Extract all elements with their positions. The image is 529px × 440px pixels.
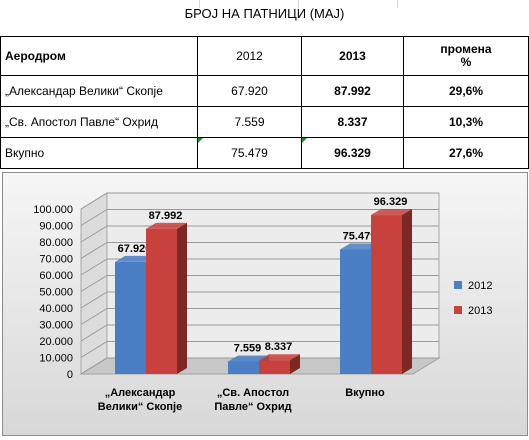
gridline — [80, 258, 439, 276]
legend-swatch — [454, 306, 462, 314]
table-row: „Св. Апостол Павле“ Охрид 7.559 8.337 10… — [0, 106, 529, 138]
data-label: 8.337 — [265, 341, 293, 353]
data-label: 67.920 — [118, 243, 152, 255]
airport-cell[interactable]: Вкупно — [0, 137, 198, 169]
category-label: „Св. Апостол — [217, 387, 289, 399]
header-airport[interactable]: Аеродром — [0, 36, 198, 76]
data-label: 7.559 — [234, 343, 262, 355]
table-header-row: Аеродром 2012 2013 промена % — [0, 36, 529, 76]
bar-side — [177, 222, 187, 374]
gridline — [80, 291, 439, 309]
legend-swatch — [454, 281, 462, 289]
table-row: Вкупно 75.479 96.329 27,6% — [0, 137, 529, 169]
gridline — [80, 308, 439, 325]
gridline — [80, 225, 439, 243]
y-tick-label: 0 — [67, 369, 73, 381]
chart-area[interactable]: 0 10.000 20.000 30.000 40.000 50.000 60.000 70.… — [2, 172, 528, 436]
legend-label: 2012 — [468, 280, 492, 292]
data-label: 75.479 — [343, 230, 377, 242]
y-tick-label: 30.000 — [39, 320, 73, 332]
bar — [146, 228, 177, 374]
bar-side — [290, 354, 300, 374]
value-2012-cell[interactable]: 75.479 — [197, 137, 302, 169]
y-tick-label: 60.000 — [39, 270, 73, 282]
change-cell[interactable]: 27,6% — [403, 137, 529, 169]
airport-cell[interactable]: „Александар Велики“ Скопје — [0, 75, 198, 107]
y-tick-label: 50.000 — [39, 287, 73, 299]
bar — [340, 249, 371, 374]
gridline — [80, 324, 439, 342]
bar-top — [146, 222, 187, 229]
y-tick-label: 90.000 — [39, 221, 73, 233]
bar — [115, 261, 146, 374]
passenger-table: Аеродром 2012 2013 промена % „Александар… — [0, 36, 529, 169]
gridline — [80, 209, 439, 226]
header-change[interactable]: промена % — [403, 36, 529, 76]
grid-line — [397, 0, 398, 8]
header-change-label: промена % — [440, 42, 492, 69]
bar-top — [340, 243, 381, 250]
grid-line — [199, 0, 200, 8]
value-2013-cell[interactable]: 8.337 — [301, 106, 404, 138]
bar-top — [259, 354, 300, 361]
category-label: Павле“ Охрид — [214, 401, 291, 413]
gridline — [80, 192, 439, 210]
data-label: 96.329 — [374, 196, 408, 208]
airport-cell[interactable]: „Св. Апостол Павле“ Охрид — [0, 106, 198, 138]
grid-line — [298, 0, 299, 8]
header-2012[interactable]: 2012 — [197, 36, 302, 76]
data-label: 87.992 — [149, 210, 183, 222]
category-label: Велики“ Скопје — [98, 401, 182, 413]
y-tick-label: 20.000 — [39, 336, 73, 348]
category-label: Вкупно — [345, 387, 385, 399]
y-tick-label: 80.000 — [39, 237, 73, 249]
y-tick-label: 70.000 — [39, 254, 73, 266]
change-cell[interactable]: 10,3% — [403, 106, 529, 138]
bar-top — [228, 355, 269, 362]
sheet-title: БРОЈ НА ПАТНИЦИ (МАЈ) — [184, 6, 345, 21]
gridline — [80, 242, 439, 259]
bar-chart: 0 10.000 20.000 30.000 40.000 50.000 60.000 70.… — [33, 192, 492, 413]
gridline — [80, 357, 439, 375]
bar-top — [115, 255, 156, 262]
value-2012-cell[interactable]: 67.920 — [197, 75, 302, 107]
y-tick-label: 100.000 — [33, 204, 73, 216]
spreadsheet-area: БРОЈ НА ПАТНИЦИ (МАЈ) Аеродром 2012 2013… — [0, 0, 529, 172]
change-cell[interactable]: 29,6% — [403, 75, 529, 107]
bar-top — [371, 209, 412, 216]
value-2013-cell[interactable]: 96.329 — [301, 137, 404, 169]
bar — [259, 360, 290, 374]
bar — [371, 215, 402, 374]
legend-label: 2013 — [468, 305, 492, 317]
y-tick-label: 40.000 — [39, 303, 73, 315]
table-row: „Александар Велики“ Скопје 67.920 87.992… — [0, 75, 529, 107]
value-2012-cell[interactable]: 7.559 — [197, 106, 302, 138]
y-tick-label: 10.000 — [39, 353, 73, 365]
bar — [228, 361, 259, 374]
bar-side — [402, 209, 412, 374]
header-2013[interactable]: 2013 — [301, 36, 404, 76]
gridline — [80, 341, 439, 358]
value-2013-cell[interactable]: 87.992 — [301, 75, 404, 107]
gridline — [80, 275, 439, 292]
category-label: „Александар — [105, 387, 176, 399]
